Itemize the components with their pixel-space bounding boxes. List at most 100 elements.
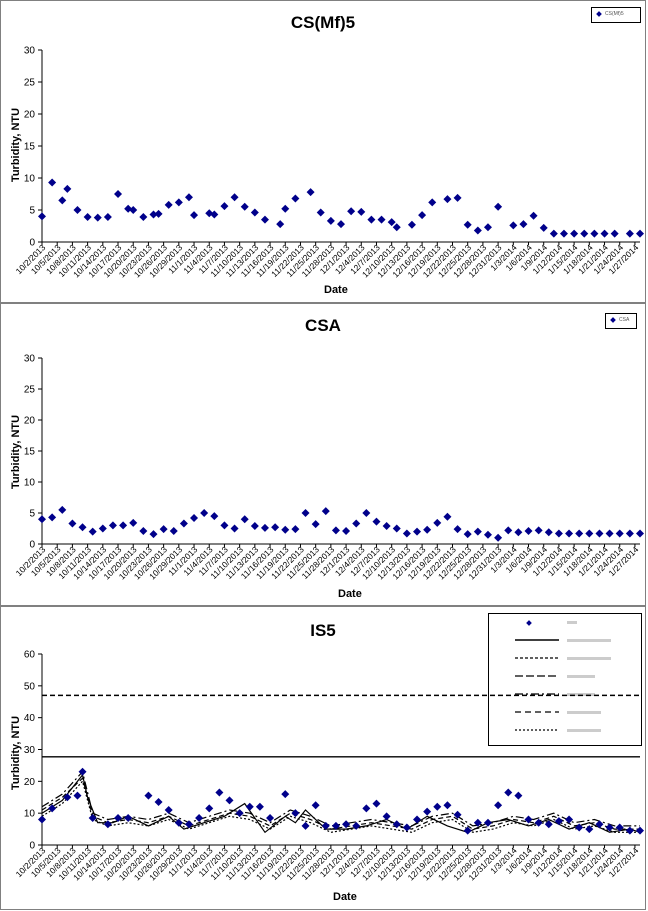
data-point [600, 229, 609, 238]
data-point [392, 223, 401, 232]
data-point [549, 229, 558, 238]
data-point [483, 223, 492, 232]
data-point [575, 823, 584, 832]
data-point [200, 509, 209, 517]
y-tick-label: 30 [24, 354, 36, 365]
data-point [342, 526, 351, 535]
data-point [98, 524, 107, 533]
y-tick-label: 25 [24, 78, 36, 89]
data-point [210, 512, 219, 521]
data-point [129, 518, 138, 527]
data-point [504, 526, 513, 535]
data-point [509, 221, 518, 230]
data-point [281, 204, 290, 213]
data-point [190, 513, 199, 522]
data-point [291, 194, 300, 203]
data-point [595, 820, 604, 829]
data-point [494, 533, 503, 542]
y-tick-label: 0 [29, 841, 35, 852]
data-point [585, 529, 594, 538]
data-point [382, 522, 391, 531]
y-tick-label: 30 [24, 745, 36, 756]
data-point [149, 530, 158, 539]
data-point [276, 220, 285, 229]
x-axis-title: Date [324, 284, 348, 296]
data-point [83, 213, 92, 222]
data-point [605, 529, 614, 538]
data-point [605, 823, 614, 832]
y-tick-label: 10 [24, 809, 36, 820]
data-point [428, 198, 437, 207]
x-axis-title: Date [333, 891, 357, 903]
data-point [321, 821, 330, 830]
data-point [418, 211, 427, 220]
data-point [164, 805, 173, 814]
data-point [154, 798, 163, 807]
y-tick-label: 0 [29, 238, 35, 249]
data-point [514, 791, 523, 800]
data-point [524, 815, 533, 824]
y-tick-label: 0 [29, 540, 35, 551]
y-tick-label: 10 [24, 174, 36, 185]
data-point [331, 526, 340, 535]
data-point [210, 210, 219, 219]
data-point [114, 813, 123, 822]
data-point [260, 215, 269, 224]
data-point [235, 809, 244, 818]
data-point [250, 522, 259, 531]
data-point [311, 520, 320, 529]
data-point [331, 821, 340, 830]
chart-plot-is5: 010203040506010/2/201310/5/201310/8/2013… [14, 650, 644, 882]
data-point [347, 207, 356, 216]
y-tick-label: 10 [24, 478, 36, 489]
data-point [78, 523, 87, 532]
data-point [174, 198, 183, 207]
data-point [316, 208, 325, 217]
data-point [407, 220, 416, 229]
data-point [281, 790, 290, 799]
data-point [240, 202, 249, 211]
data-point [636, 529, 644, 538]
data-point [595, 529, 604, 538]
data-point [372, 517, 381, 526]
data-point [453, 810, 462, 819]
data-point [413, 815, 422, 824]
data-point [190, 211, 199, 220]
data-point [494, 801, 503, 810]
data-point [230, 524, 239, 533]
data-point [154, 209, 163, 218]
data-point [119, 521, 128, 530]
chart-title: CS(Mf)5 [290, 13, 356, 32]
data-point [38, 212, 46, 221]
data-point [443, 195, 452, 204]
chart-panel-cs-mf5: CS(Mf)5 Turbidity, NTU Date CS(Mf)5 0 5 10… [0, 0, 646, 303]
data-point [311, 801, 320, 810]
data-point [453, 193, 462, 202]
data-point [443, 512, 452, 521]
data-point [48, 178, 57, 187]
y-tick-label: 20 [24, 416, 36, 427]
data-point [352, 519, 361, 528]
data-point [473, 527, 482, 536]
data-point [372, 799, 381, 808]
data-point [483, 530, 492, 539]
data-point [68, 519, 77, 528]
chart-plot-csa: 05101520253010/2/201310/5/201310/8/20131… [14, 354, 644, 581]
data-point [590, 229, 599, 238]
data-point [306, 188, 315, 197]
data-point [377, 215, 386, 224]
data-point [352, 821, 361, 830]
data-point [108, 521, 117, 530]
data-point [88, 527, 97, 536]
data-point [38, 815, 46, 824]
data-point [174, 818, 183, 827]
data-point [88, 813, 97, 822]
data-point [565, 815, 574, 824]
y-tick-label: 40 [24, 713, 36, 724]
data-point [433, 518, 442, 527]
data-point [169, 526, 178, 535]
y-tick-label: 20 [24, 110, 36, 121]
data-point [463, 530, 472, 539]
data-point [184, 820, 193, 829]
data-point [615, 529, 624, 538]
